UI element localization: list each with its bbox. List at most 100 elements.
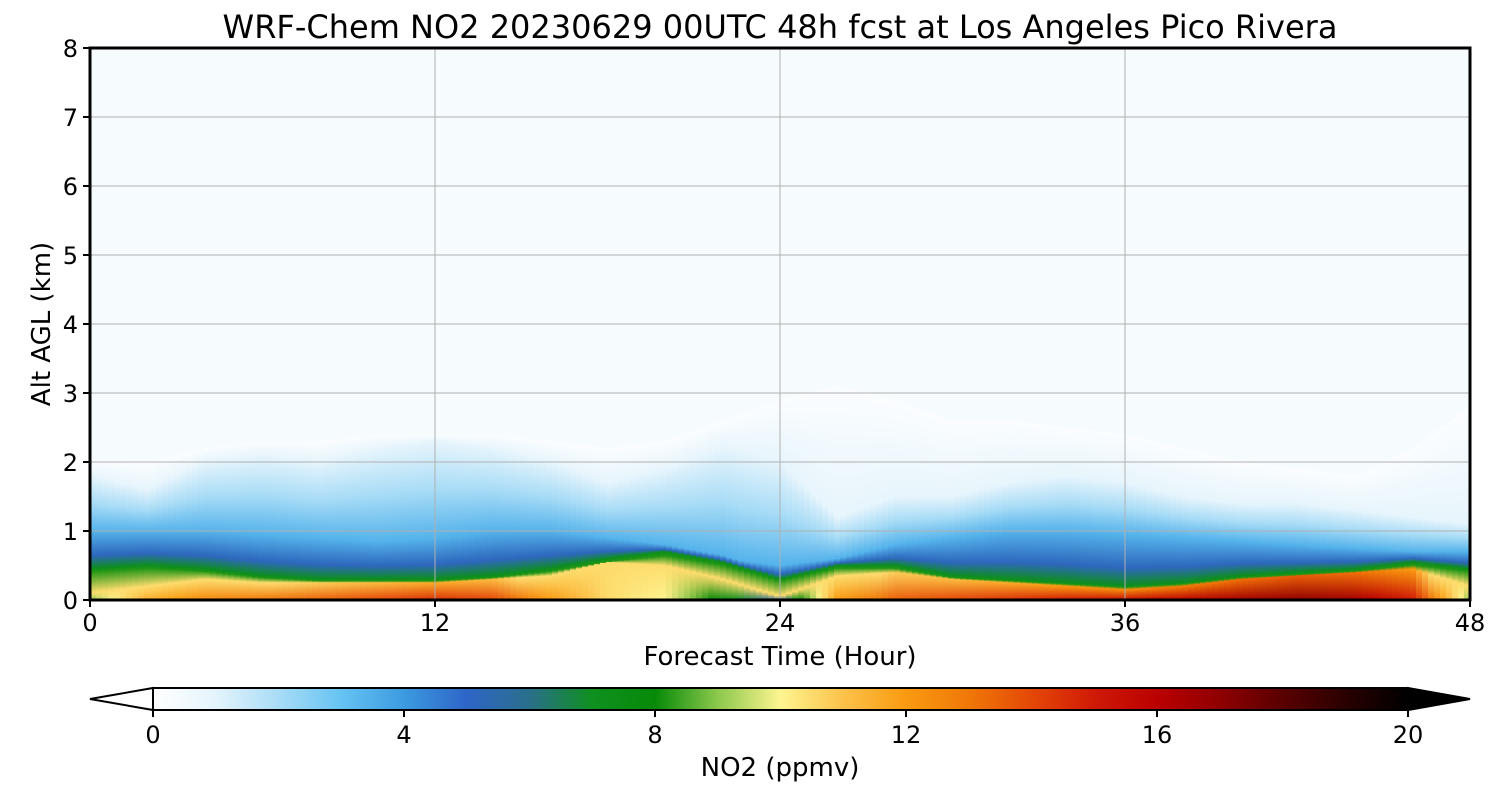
y-tick-label: 3 (63, 380, 78, 408)
y-tick-label: 7 (63, 104, 78, 132)
y-tick-label: 8 (63, 35, 78, 63)
no2-column (1080, 429, 1087, 600)
no2-column (156, 459, 163, 600)
no2-column (1110, 432, 1117, 600)
no2-column (864, 393, 871, 600)
no2-column (426, 434, 433, 600)
no2-column (1206, 454, 1213, 600)
no2-column (744, 411, 751, 600)
no2-column (234, 444, 241, 600)
no2-column (636, 444, 643, 600)
no2-column (378, 434, 385, 600)
no2-column (1392, 456, 1399, 600)
no2-column (414, 434, 421, 600)
no2-column (150, 460, 157, 600)
no2-column (1176, 447, 1183, 600)
colorbar-max-extend-arrow (1407, 686, 1471, 712)
no2-column (1362, 471, 1369, 600)
no2-column (1332, 473, 1339, 600)
no2-column (480, 434, 487, 600)
no2-column (1416, 443, 1423, 600)
no2-column (918, 409, 925, 600)
no2-column (594, 446, 601, 600)
no2-column (342, 438, 349, 600)
no2-column (882, 397, 889, 600)
no2-column (1044, 425, 1051, 600)
no2-column (192, 450, 199, 600)
no2-column (534, 439, 541, 600)
no2-column (1152, 441, 1159, 600)
no2-column (162, 457, 169, 600)
x-tick-label: 24 (765, 609, 796, 637)
no2-column (1308, 470, 1315, 600)
no2-column (642, 443, 649, 600)
no2-column (954, 420, 961, 600)
no2-column (1158, 443, 1165, 600)
no2-column (756, 407, 763, 600)
no2-column (384, 434, 391, 600)
no2-column (1374, 465, 1381, 600)
no2-column (1248, 463, 1255, 600)
no2-column (1146, 440, 1153, 600)
no2-column (294, 441, 301, 600)
no2-column (564, 443, 571, 600)
no2-column (948, 420, 955, 600)
no2-column (978, 420, 985, 600)
no2-column (852, 390, 859, 600)
no2-column (330, 439, 337, 600)
no2-column (702, 426, 709, 600)
no2-column (456, 434, 463, 600)
no2-column (1272, 466, 1279, 600)
no2-column (1062, 427, 1069, 600)
no2-column (486, 434, 493, 600)
no2-column (966, 420, 973, 600)
no2-column (528, 439, 535, 600)
no2-column (222, 445, 229, 600)
no2-column (678, 435, 685, 600)
no2-column (606, 448, 613, 600)
no2-column (570, 444, 577, 600)
no2-column (318, 441, 325, 600)
no2-column (672, 437, 679, 600)
colorbar-body (152, 687, 1409, 711)
no2-column (1170, 445, 1177, 600)
no2-column (624, 445, 631, 600)
no2-column (474, 434, 481, 600)
colorbar-label: NO2 (ppmv) (701, 753, 860, 783)
no2-column (1344, 474, 1351, 600)
no2-column (1422, 439, 1429, 600)
no2-column (696, 429, 703, 600)
no2-column (1350, 475, 1357, 600)
no2-column (1338, 474, 1345, 600)
no2-column (1440, 426, 1447, 600)
no2-column (1410, 447, 1417, 600)
chart-title: WRF-Chem NO2 20230629 00UTC 48h fcst at … (223, 8, 1338, 46)
no2-column (936, 415, 943, 600)
no2-column (960, 420, 967, 600)
no2-column (1128, 435, 1135, 600)
no2-column (1116, 433, 1123, 600)
no2-column (666, 439, 673, 600)
no2-column (1266, 465, 1273, 600)
no2-column (498, 435, 505, 600)
grid-lines (90, 48, 1470, 600)
no2-column (264, 441, 271, 600)
no2-column (912, 407, 919, 600)
no2-column (600, 447, 607, 600)
no2-column (1464, 408, 1471, 600)
no2-column (552, 441, 559, 600)
no2-column (204, 447, 211, 600)
no2-column (1284, 467, 1291, 600)
no2-column (360, 436, 367, 600)
no2-column (366, 435, 373, 600)
no2-column (810, 391, 817, 600)
no2-column (1434, 430, 1441, 600)
no2-column (834, 386, 841, 600)
no2-column (1020, 422, 1027, 600)
no2-column (972, 420, 979, 600)
no2-column (1068, 427, 1075, 600)
no2-column (1428, 434, 1435, 600)
colorbar-min-extend-arrow (89, 686, 154, 712)
no2-column (1134, 437, 1141, 600)
